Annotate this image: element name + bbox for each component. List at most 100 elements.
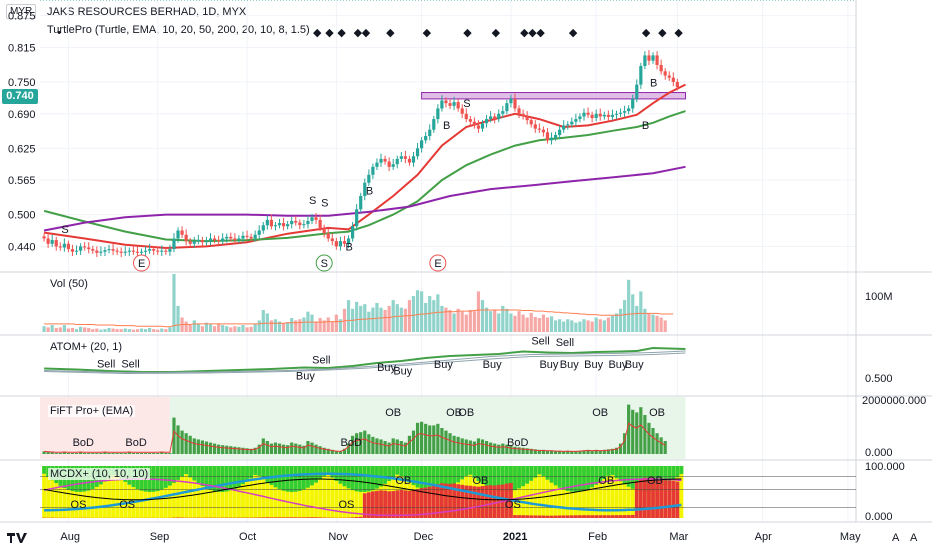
mcdx-bar-red [549, 515, 554, 518]
ema-line [43, 165, 686, 232]
mcdx-bar-yellow [176, 466, 180, 518]
mcdx-bar-red [176, 517, 180, 518]
candle-body [440, 100, 444, 109]
candle-body [241, 235, 245, 239]
volume-bar [456, 308, 460, 332]
candle-body [273, 225, 278, 227]
fift-bar [83, 452, 87, 454]
mcdx-bar-red [525, 515, 530, 518]
candle-body [493, 116, 497, 120]
volume-bar [156, 329, 160, 332]
fift-pane-title[interactable]: FiFT Pro+ (EMA) [48, 405, 136, 417]
mcdx-bar-green [228, 466, 233, 491]
signal-dot: ◆ [569, 27, 578, 39]
atom-pane-title[interactable]: ATOM+ (20, 1) [48, 341, 125, 353]
volume-bar [103, 329, 107, 332]
auto-scale-button[interactable]: A [892, 532, 900, 544]
volume-bar [460, 311, 464, 332]
event-circle-label: E [434, 258, 441, 270]
signal-dot: • [57, 27, 61, 39]
volume-bar [58, 327, 62, 332]
mcdx-bar-green [285, 466, 290, 492]
fift-bar [476, 438, 481, 454]
volume-bar [139, 328, 144, 332]
candle-body [614, 113, 619, 115]
volume-bar [302, 317, 306, 332]
volume-bar [237, 326, 241, 332]
candle-body [480, 123, 485, 129]
mcdx-bar-yellow [322, 466, 327, 518]
mcdx-bar-yellow [74, 466, 79, 518]
fift-bar [74, 452, 79, 454]
atom-signal-label: Buy [296, 371, 315, 383]
mcdx-bar-green [578, 466, 582, 492]
mcdx-bar-yellow [622, 466, 627, 518]
volume-pane-title[interactable]: Vol (50) [48, 278, 90, 290]
mcdx-bar-red [642, 477, 647, 518]
mcdx-bar-yellow [330, 466, 335, 518]
fift-bar [529, 448, 533, 454]
candle-body [342, 241, 347, 244]
mcdx-bar-red [362, 493, 367, 518]
mcdx-bar-green [297, 466, 302, 491]
mcdx-bar-red [496, 484, 501, 518]
candle-body [294, 220, 298, 223]
fift-bar [237, 447, 241, 454]
candle-body [639, 66, 643, 85]
mcdx-bar-yellow [334, 466, 339, 518]
candle-body [553, 135, 558, 138]
volume-bar [472, 311, 476, 332]
candle-body [452, 102, 456, 106]
candle-body [407, 158, 412, 163]
fift-bar [188, 435, 192, 454]
fift-bar [70, 452, 75, 454]
mcdx-bar-red [517, 515, 521, 518]
auto-scale-button-2[interactable]: A [910, 532, 918, 544]
fift-bar [99, 452, 103, 454]
volume-bar [371, 307, 375, 332]
candle-body [160, 250, 164, 252]
mcdx-bar-red [427, 486, 432, 518]
mcdx-bar-green [232, 466, 237, 489]
mcdx-bar-red [407, 490, 412, 518]
mcdx-bar-green [533, 466, 538, 478]
mcdx-bar-red [261, 517, 266, 518]
mcdx-pane-title[interactable]: MCDX+ (10, 10, 10) [48, 468, 151, 480]
volume-bar [570, 320, 574, 332]
candle-body [582, 112, 586, 117]
mcdx-bar-green [529, 466, 534, 481]
mcdx-bar-yellow [70, 466, 75, 518]
fift-bar [614, 447, 619, 454]
candle-body [306, 220, 310, 225]
volume-bar [484, 307, 489, 332]
indicator-title[interactable]: TurtlePro (Turtle, EMA, 10, 20, 50, 200,… [47, 24, 310, 36]
mcdx-bar-green [265, 466, 270, 483]
candle-body [253, 234, 257, 239]
mcdx-bar-yellow [277, 466, 282, 518]
candle-body [371, 166, 375, 175]
mcdx-bar-red [488, 485, 493, 518]
mcdx-bar-green [610, 466, 615, 476]
mcdx-bar-red [452, 483, 456, 518]
fift-bar [286, 445, 290, 454]
volume-bar [424, 303, 428, 332]
mcdx-bar-yellow [115, 466, 120, 518]
volume-bar [95, 328, 99, 332]
volume-bar [659, 317, 663, 332]
mcdx-marker-label: OS [71, 499, 87, 511]
mcdx-bar-green [306, 466, 310, 488]
volume-bar [54, 327, 58, 332]
volume-bar [598, 319, 602, 332]
volume-bar [119, 329, 123, 332]
trade-marker: S [309, 195, 316, 207]
candle-body [533, 124, 537, 129]
mcdx-bar-yellow [245, 466, 249, 518]
fift-bar [294, 443, 298, 454]
volume-bar [338, 319, 343, 332]
mcdx-bar-red [285, 517, 290, 518]
mcdx-bar-green [196, 466, 201, 484]
atom-signal-label: Sell [97, 359, 115, 371]
mcdx-bar-yellow [366, 466, 371, 518]
mcdx-marker-label: OB [647, 475, 663, 487]
volume-bar [261, 309, 265, 332]
